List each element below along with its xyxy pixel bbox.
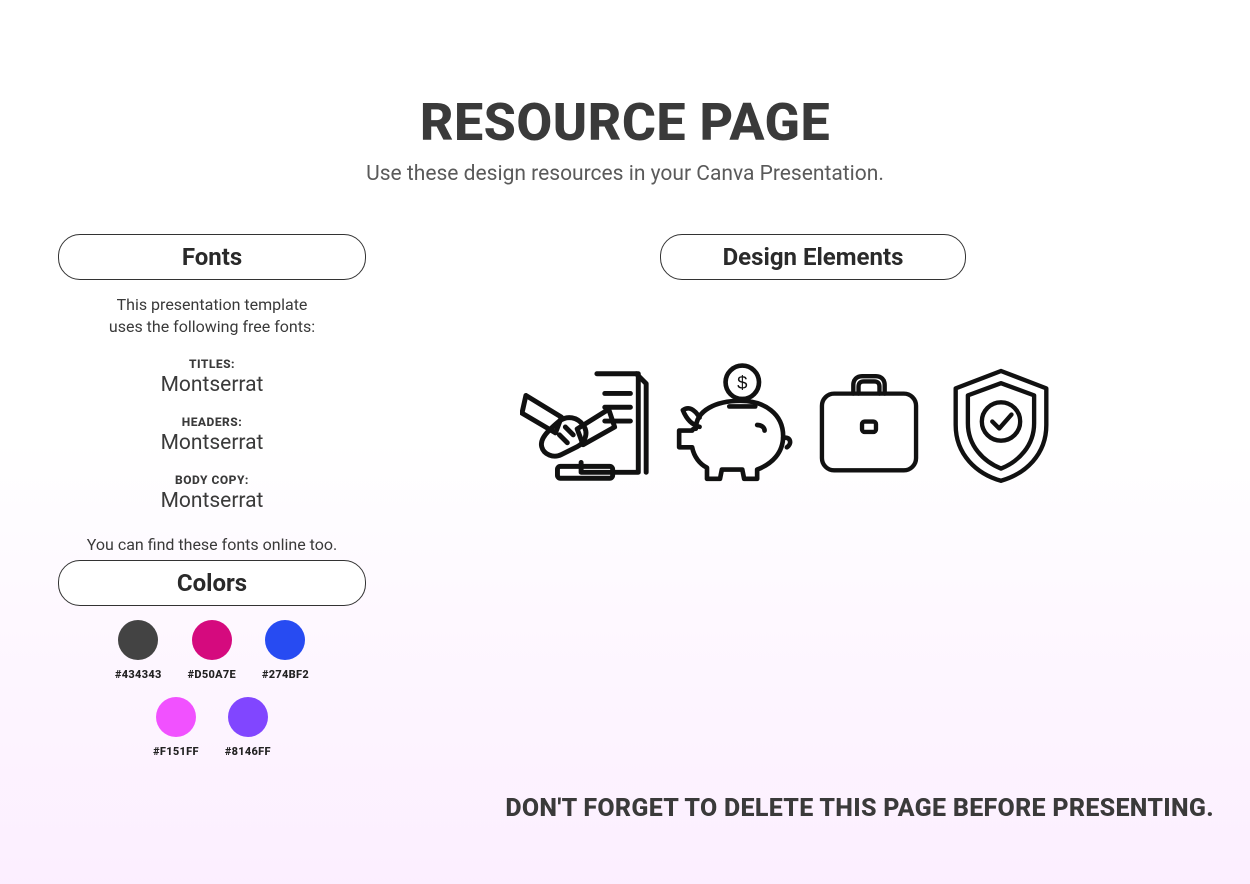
delete-reminder: DON'T FORGET TO DELETE THIS PAGE BEFORE … [505, 794, 1214, 823]
swatch-4-circle [156, 697, 196, 737]
swatch-1-circle [118, 620, 158, 660]
font-body-name: Montserrat [58, 489, 366, 513]
colors-heading: Colors [58, 560, 366, 606]
swatch-4-label: #F151FF [153, 745, 199, 758]
swatch-4: #F151FF [153, 697, 199, 758]
swatch-2-label: #D50A7E [188, 668, 236, 681]
design-elements-heading: Design Elements [660, 234, 966, 280]
briefcase-icon [808, 355, 930, 495]
fonts-block: This presentation template uses the foll… [58, 294, 366, 554]
swatch-5: #8146FF [225, 697, 271, 758]
fonts-intro: This presentation template uses the foll… [58, 294, 366, 339]
swatch-3-circle [265, 620, 305, 660]
swatch-5-circle [228, 697, 268, 737]
font-titles-label: TITLES: [58, 357, 366, 371]
swatch-1-label: #434343 [115, 668, 162, 681]
font-body-label: BODY COPY: [58, 473, 366, 487]
swatch-row-1: #434343 #D50A7E #274BF2 [58, 620, 366, 681]
shield-check-icon [940, 355, 1062, 495]
font-headers-label: HEADERS: [58, 415, 366, 429]
font-titles-row: TITLES: Montserrat [58, 357, 366, 397]
page-subtitle: Use these design resources in your Canva… [0, 162, 1250, 186]
svg-text:$: $ [737, 372, 748, 393]
font-body-row: BODY COPY: Montserrat [58, 473, 366, 513]
font-headers-row: HEADERS: Montserrat [58, 415, 366, 455]
fonts-heading: Fonts [58, 234, 366, 280]
font-titles-name: Montserrat [58, 373, 366, 397]
font-headers-name: Montserrat [58, 431, 366, 455]
swatch-1: #434343 [115, 620, 162, 681]
swatch-3-label: #274BF2 [262, 668, 309, 681]
swatch-2: #D50A7E [188, 620, 236, 681]
color-swatches: #434343 #D50A7E #274BF2 #F151FF #8146FF [58, 620, 366, 758]
swatch-3: #274BF2 [262, 620, 309, 681]
fonts-outro: You can find these fonts online too. [58, 535, 366, 554]
piggy-bank-coin-icon: $ [668, 355, 798, 495]
swatch-5-label: #8146FF [225, 745, 271, 758]
swatch-2-circle [192, 620, 232, 660]
swatch-row-2: #F151FF #8146FF [58, 697, 366, 758]
handshake-document-icon [520, 355, 658, 495]
page-title: RESOURCE PAGE [0, 92, 1250, 153]
design-icons-row: $ [520, 355, 1062, 495]
